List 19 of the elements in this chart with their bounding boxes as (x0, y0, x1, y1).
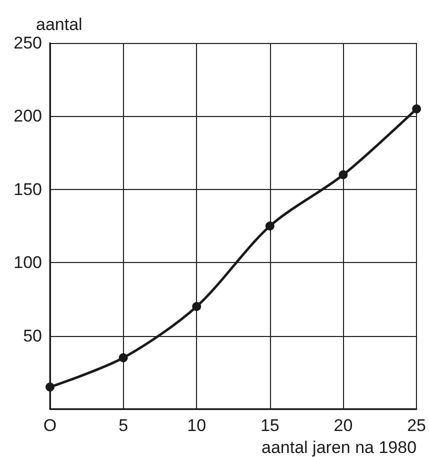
x-axis-title: aantal jaren na 1980 (262, 438, 417, 457)
point (338, 170, 348, 180)
x-tick-label: 20 (334, 416, 353, 435)
point (412, 104, 422, 114)
y-tick-label: 100 (14, 253, 42, 272)
x-tick-label: 15 (260, 416, 280, 435)
x-tick-label: O (43, 416, 57, 435)
x-tick-label: 5 (118, 416, 128, 435)
y-tick-label: 250 (14, 34, 42, 52)
y-tick-label: 150 (14, 180, 42, 199)
x-tick-label: 10 (187, 416, 206, 435)
point (46, 382, 54, 392)
x-tick-label: 25 (407, 416, 426, 435)
y-tick-label: 200 (14, 106, 42, 126)
point (265, 222, 274, 230)
y-axis-title: aantal (36, 15, 82, 34)
point (118, 353, 128, 362)
point (192, 302, 202, 312)
y-tick-label: 50 (23, 326, 42, 346)
